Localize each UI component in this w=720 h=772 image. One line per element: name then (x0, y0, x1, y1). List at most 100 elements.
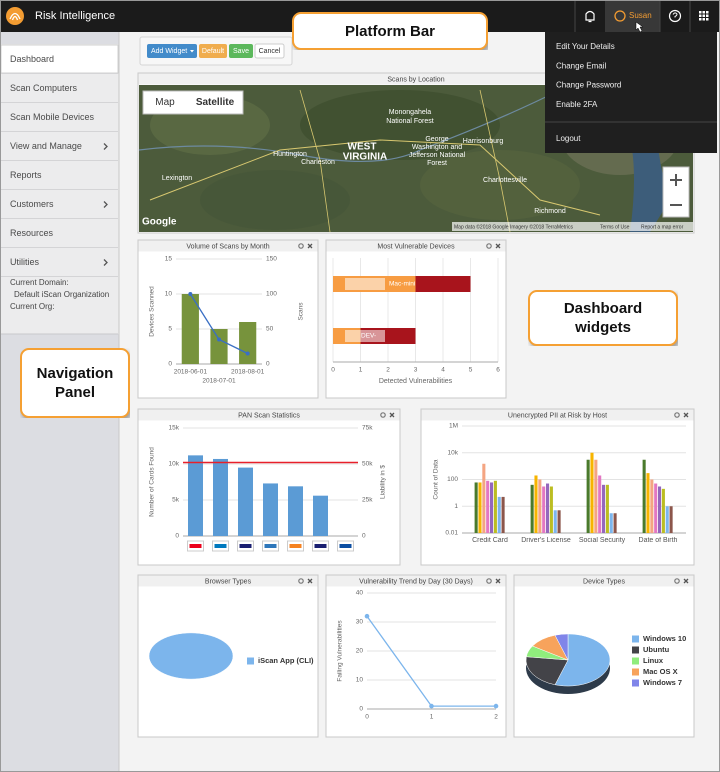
y-tick-label: 10k (448, 449, 459, 456)
apps-dot (706, 11, 709, 14)
bar (665, 506, 669, 533)
save-label[interactable]: Save (233, 48, 249, 55)
map-label: VIRGINIA (343, 152, 387, 163)
zoom-control (662, 166, 690, 218)
x-tick-label: 2018-08-01 (231, 369, 265, 376)
bar (542, 486, 546, 533)
x-tick-label-box: Driver's License (521, 537, 571, 544)
settings-button[interactable] (674, 578, 680, 584)
nav-item[interactable]: Dashboard (10, 54, 54, 64)
cancel-button[interactable] (254, 43, 285, 59)
nav-item[interactable]: Utilities (10, 257, 40, 267)
y-tick-label: 150 (266, 256, 277, 263)
y-tick-label: 0 (359, 706, 363, 713)
widget-title: PAN Scan Statistics (238, 412, 300, 419)
map-attribution: Map data ©2018 Google Imagery ©2018 Terr… (454, 223, 574, 230)
settings-button[interactable] (674, 412, 680, 418)
settings-button[interactable] (298, 243, 304, 249)
bar (497, 496, 501, 533)
bar (613, 513, 617, 533)
nav-item[interactable]: View and Manage (10, 141, 82, 151)
user-name[interactable]: Susan (629, 11, 652, 20)
user-menu-item[interactable]: Enable 2FA (556, 100, 598, 109)
widget-header (326, 240, 506, 252)
map-label: Washington and (412, 144, 462, 151)
bar (598, 475, 602, 533)
y-tick-label: 15 (165, 256, 173, 263)
close-button[interactable] (495, 243, 501, 249)
legend-swatch (632, 646, 639, 654)
nav-item-active[interactable] (0, 44, 119, 74)
nav-item[interactable]: Resources (10, 228, 54, 238)
settings-button[interactable] (298, 578, 304, 584)
widget-header (138, 240, 318, 252)
road (299, 89, 511, 233)
user-button[interactable] (605, 0, 660, 32)
bar (188, 455, 203, 536)
map-report[interactable]: Report a map error (641, 224, 684, 230)
settings-button[interactable] (380, 412, 386, 418)
bar (181, 294, 199, 364)
zoom-in[interactable] (670, 174, 682, 186)
close-button[interactable] (683, 412, 689, 418)
apps-button[interactable] (699, 11, 709, 21)
bar (602, 484, 606, 533)
bar (530, 484, 534, 533)
save-button[interactable] (229, 44, 253, 58)
callout-dashboard-widgets-box: Dashboard widgets (528, 290, 678, 346)
user-menu (545, 32, 717, 153)
bar-label: DEV- (361, 333, 376, 340)
add-widget-label[interactable]: Add Widget (151, 48, 187, 55)
close-button[interactable] (389, 412, 395, 418)
widget-header (421, 409, 694, 421)
callout-navigation-panel-box: Navigation Panel (20, 348, 130, 418)
x-tick-label: Date of Birth (638, 537, 678, 544)
close-button[interactable] (683, 578, 689, 584)
user-menu-item[interactable]: Change Password (556, 81, 621, 90)
cancel-label[interactable]: Cancel (259, 48, 281, 55)
nav-item[interactable]: Scan Mobile Devices (10, 112, 95, 122)
callout-platform-bar-box: Platform Bar (292, 12, 488, 50)
settings-button[interactable] (486, 578, 492, 584)
bar (546, 483, 550, 533)
logo-mark (9, 12, 21, 21)
nav-item[interactable]: Scan Computers (10, 83, 78, 93)
nav-item[interactable]: Reports (10, 170, 42, 180)
settings-button[interactable] (486, 243, 492, 249)
default-button[interactable] (199, 44, 227, 58)
card-icon-mark (189, 544, 202, 548)
apps-dot (706, 18, 709, 21)
nav-item[interactable]: Customers (10, 199, 54, 209)
bar (210, 329, 228, 364)
bar (238, 467, 253, 536)
user-menu-item[interactable]: Logout (556, 134, 581, 143)
add-widget-button[interactable] (147, 44, 197, 58)
close-button[interactable] (307, 578, 313, 584)
redaction (345, 330, 385, 342)
line-point (429, 703, 434, 709)
x-tick-label: 3 (414, 367, 418, 374)
bar (669, 506, 673, 533)
close-button[interactable] (495, 578, 501, 584)
y-tick-label: 10k (169, 461, 180, 468)
map-label: Harrisonburg (463, 138, 504, 145)
legend-swatch (632, 679, 639, 687)
default-label[interactable]: Default (202, 48, 224, 55)
y-axis-title: Failing Vulnerabilities (337, 620, 344, 682)
bar (478, 482, 482, 533)
map-type-option[interactable]: Satellite (196, 97, 235, 108)
user-menu-item[interactable]: Change Email (556, 61, 606, 70)
map-terms[interactable]: Terms of Use (600, 224, 630, 230)
map-type-option[interactable]: Map (155, 97, 175, 108)
bar (586, 459, 590, 533)
widget-title: Scans by Location (387, 76, 444, 83)
notifications-button[interactable] (585, 10, 595, 23)
bar (313, 495, 328, 536)
user-menu-item[interactable]: Edit Your Details (556, 42, 615, 51)
widget (137, 239, 319, 399)
close-button[interactable] (307, 243, 313, 249)
help-button[interactable] (668, 9, 682, 23)
y-tick-label: 5 (168, 326, 172, 333)
bar (239, 322, 257, 364)
